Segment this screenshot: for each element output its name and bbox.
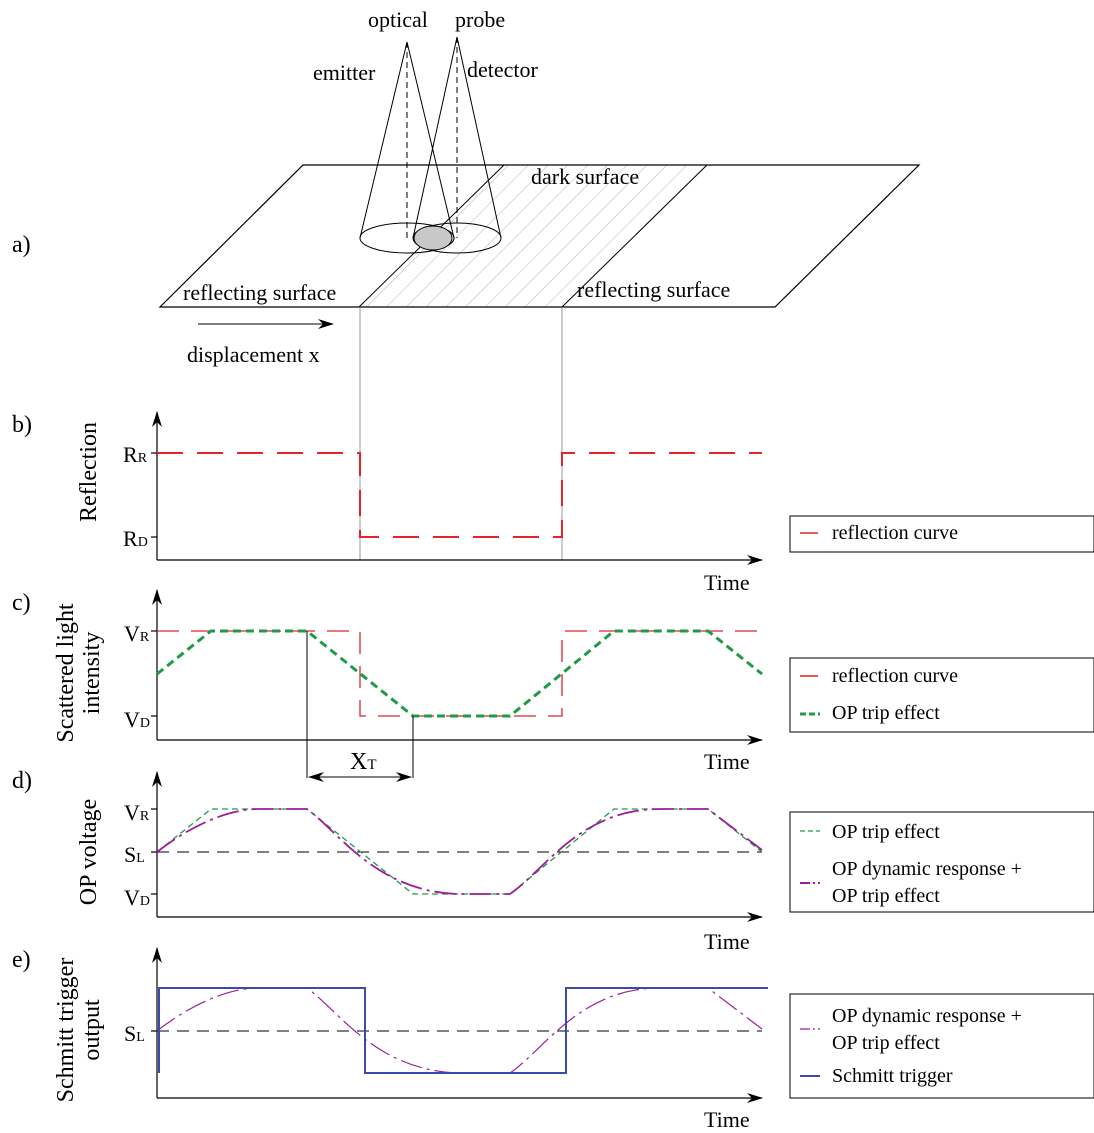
- panel-d-legend-item-1: OP dynamic response +: [832, 858, 1022, 880]
- panel-c-label: c): [12, 590, 31, 616]
- panel-b: b) Reflection RR RD Time reflection curv…: [12, 411, 1094, 595]
- panel-c-legend: reflection curve OP trip effect: [789, 657, 1094, 733]
- panel-c-reflection-curve: [157, 630, 762, 717]
- panel-c-legend-item-0: reflection curve: [832, 665, 958, 687]
- probe-label-optical: optical: [368, 7, 428, 32]
- emitter-label: emitter: [313, 60, 376, 85]
- panel-c-tick-label-high: VR: [124, 621, 150, 646]
- panel-d-legend-item-2: OP trip effect: [832, 885, 940, 907]
- panel-c-xlabel: Time: [704, 749, 750, 774]
- panel-c-op-trip-curve: [156, 629, 763, 718]
- panel-b-legend-item-0: reflection curve: [832, 522, 958, 544]
- panel-c: c) Scattered light intensity VR VD XT Ti…: [12, 589, 1094, 782]
- panel-e: e) Schmitt trigger output SL Time OP dyn…: [12, 947, 1094, 1132]
- panel-d-legend-item-0: OP trip effect: [832, 821, 940, 843]
- panel-b-reflection-curve: [157, 452, 762, 538]
- panel-b-tick-label-low: RD: [123, 526, 148, 551]
- panel-b-legend: reflection curve: [789, 515, 1094, 553]
- xt-label: XT: [350, 749, 377, 775]
- panel-d: d) OP voltage VR SL VD Time OP trip effe…: [12, 768, 1094, 954]
- emitter-cone: [359, 41, 455, 254]
- panel-e-label: e): [12, 947, 31, 973]
- panel-e-tick-label-mid: SL: [124, 1021, 145, 1046]
- panel-d-tick-label-low: VD: [124, 885, 150, 910]
- panel-a: a) optical probe emitter detector dark s…: [12, 7, 921, 367]
- dark-surface-label: dark surface: [531, 164, 639, 189]
- panel-e-legend-item-0: OP dynamic response +: [832, 1005, 1022, 1027]
- panel-b-label: b): [12, 412, 32, 438]
- panel-c-tick-label-low: VD: [124, 707, 150, 732]
- panel-d-label: d): [12, 768, 32, 794]
- panel-e-legend-item-1: OP trip effect: [832, 1032, 940, 1054]
- displacement-label: displacement x: [187, 342, 320, 367]
- panel-c-legend-item-1: OP trip effect: [832, 702, 940, 724]
- overlap-spot: [413, 225, 453, 251]
- reflecting-surface-left-label: reflecting surface: [183, 280, 336, 305]
- panel-c-ylabel-1: Scattered light: [53, 603, 79, 743]
- panel-d-xlabel: Time: [704, 929, 750, 954]
- panel-e-legend: OP dynamic response + OP trip effect Sch…: [789, 993, 1094, 1099]
- panel-d-ylabel: OP voltage: [76, 799, 102, 905]
- dark-surface-stripe: [359, 165, 707, 307]
- panel-c-ylabel-2: intensity: [79, 632, 105, 715]
- reflecting-surface-right-label: reflecting surface: [577, 277, 730, 302]
- panel-b-xlabel: Time: [704, 570, 750, 595]
- detector-cone: [412, 36, 502, 254]
- surface-plane: [158, 164, 921, 308]
- panel-d-legend: OP trip effect OP dynamic response + OP …: [789, 811, 1094, 913]
- panel-e-schmitt-trigger-curve: [158, 987, 768, 1074]
- probe-label-probe: probe: [455, 7, 505, 32]
- panel-e-ylabel-1: Schmitt trigger: [53, 958, 79, 1103]
- dark-stripe-right-edge: [561, 164, 708, 308]
- panel-e-xlabel: Time: [704, 1107, 750, 1132]
- detector-label: detector: [467, 57, 539, 82]
- panel-e-ylabel-2: output: [79, 999, 105, 1061]
- panel-b-ylabel: Reflection: [76, 422, 102, 522]
- panel-e-legend-item-2: Schmitt trigger: [832, 1065, 953, 1087]
- panel-d-op-dynamic-curve: [156, 808, 763, 895]
- panel-b-tick-label-high: RR: [123, 442, 148, 467]
- panel-d-tick-label-high: VR: [124, 800, 150, 825]
- panel-a-label: a): [12, 232, 31, 258]
- panel-d-tick-label-mid: SL: [124, 842, 145, 867]
- panel-e-op-dynamic-curve: [156, 987, 763, 1074]
